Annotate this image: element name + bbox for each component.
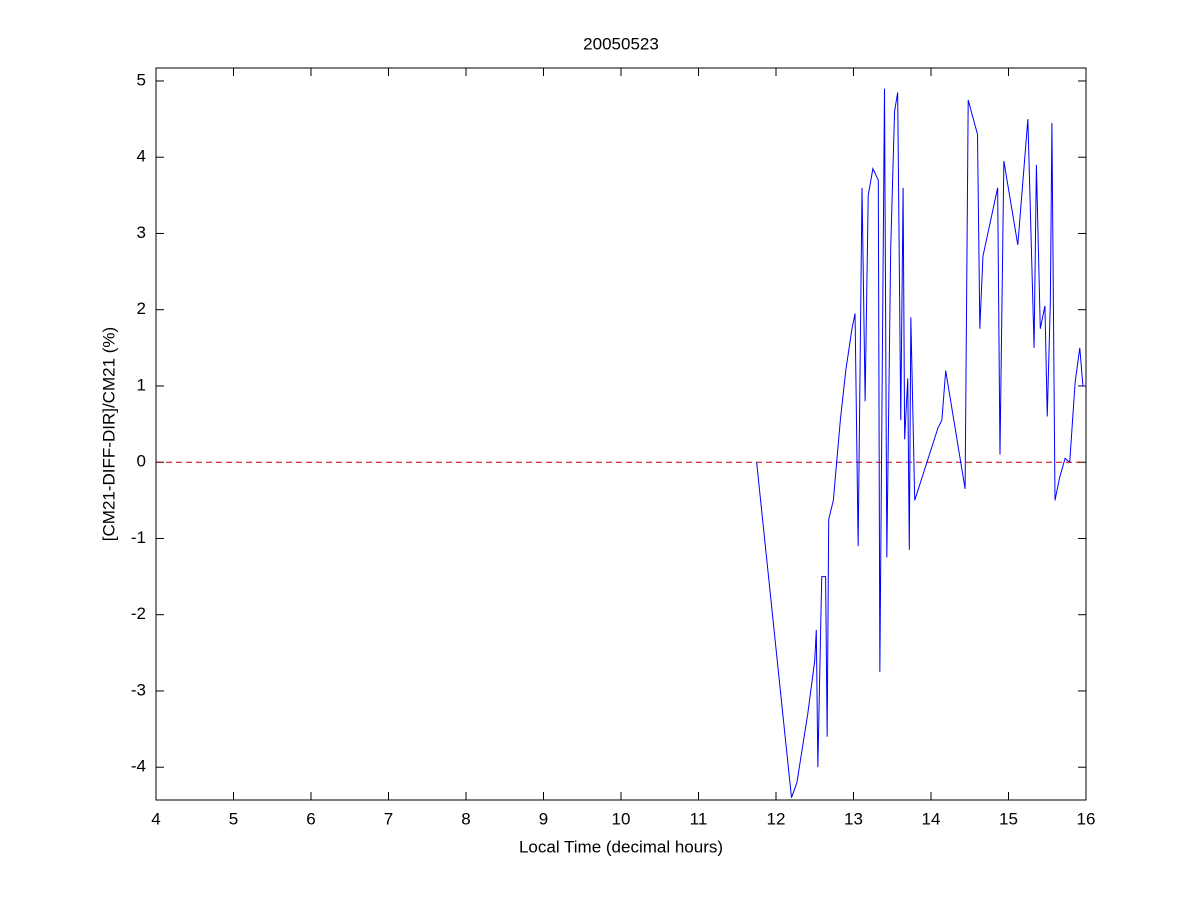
y-axis-label: [CM21-DIFF-DIR]/CM21 (%) — [99, 327, 118, 541]
x-tick-label: 4 — [151, 809, 160, 828]
y-tick-label: -4 — [131, 757, 146, 776]
x-tick-label: 16 — [1077, 809, 1096, 828]
y-tick-label: 5 — [137, 70, 146, 89]
x-tick-label: 15 — [999, 809, 1018, 828]
x-tick-label: 9 — [539, 809, 548, 828]
x-tick-label: 8 — [461, 809, 470, 828]
x-tick-label: 7 — [384, 809, 393, 828]
x-tick-label: 14 — [922, 809, 941, 828]
x-tick-label: 10 — [612, 809, 631, 828]
x-tick-label: 13 — [844, 809, 863, 828]
y-tick-label: -3 — [131, 680, 146, 699]
y-tick-label: 1 — [137, 375, 146, 394]
x-tick-label: 6 — [306, 809, 315, 828]
chart-title: 20050523 — [583, 34, 659, 53]
x-tick-label: 12 — [767, 809, 786, 828]
y-tick-label: 2 — [137, 299, 146, 318]
plot-frame — [155, 67, 1087, 801]
x-tick-label: 5 — [229, 809, 238, 828]
y-tick-label: 3 — [137, 223, 146, 242]
x-tick-label: 11 — [690, 809, 708, 828]
data-line — [756, 88, 1086, 798]
x-axis-label: Local Time (decimal hours) — [519, 837, 723, 856]
y-tick-label: -1 — [131, 528, 146, 547]
y-tick-label: -2 — [131, 604, 146, 623]
y-tick-label: 4 — [137, 147, 146, 166]
y-tick-label: 0 — [137, 452, 146, 471]
